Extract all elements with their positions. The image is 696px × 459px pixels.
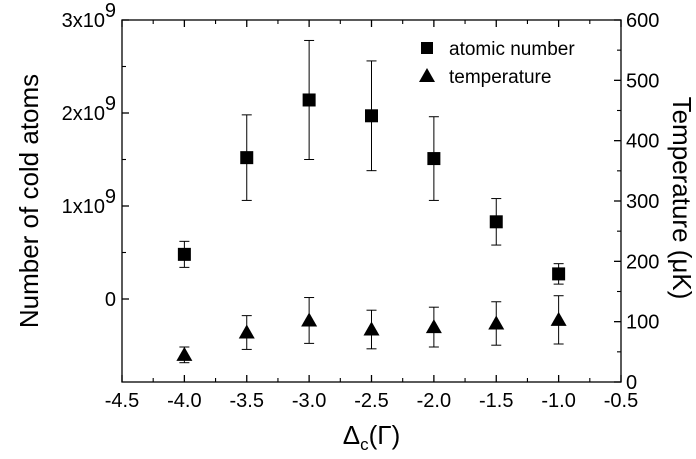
atomic-number-point	[240, 151, 254, 165]
right-tick-label: 0	[626, 372, 637, 394]
temperature-point	[176, 346, 193, 361]
x-tick-label: -4.0	[167, 390, 201, 412]
left-tick-exponent: 9	[105, 93, 116, 115]
left-axis-label: Number of cold atoms	[14, 74, 44, 328]
legend-square-marker	[421, 42, 433, 54]
atomic-number-point	[302, 93, 316, 107]
axis-labels: Δc(Γ) Number of cold atoms Temperature (μK…	[14, 74, 696, 454]
x-tick-label: -1.0	[541, 390, 575, 412]
x-tick-label: -3.0	[292, 390, 326, 412]
right-tick-label: 300	[626, 191, 659, 213]
x-tick-label: -3.5	[230, 390, 264, 412]
x-tick-label: -0.5	[604, 390, 638, 412]
temperature-point	[550, 311, 567, 326]
atomic-number-point	[552, 267, 566, 281]
left-tick-label: 1x10	[62, 196, 105, 218]
x-tick-label: -4.5	[105, 390, 139, 412]
atomic-number-point	[427, 152, 441, 166]
temperature-point	[363, 321, 380, 336]
ticks: -4.5 -4.0 -3.5 -3.0 -2.5 -2.0 -1.5 -1.0 -0.501x1…	[62, 0, 660, 412]
right-tick-label: 500	[626, 70, 659, 92]
legend-label-temperature: temperature	[449, 67, 551, 88]
data-series	[176, 39, 567, 364]
x-tick-label: -2.0	[417, 390, 451, 412]
temperature-point	[488, 315, 505, 330]
atomic-number-point	[177, 247, 191, 261]
left-tick-exponent: 9	[105, 0, 116, 22]
left-tick-label: 2x10	[62, 103, 105, 125]
atomic-number-point	[489, 215, 503, 229]
x-axis-label: Δc(Γ)	[343, 420, 401, 454]
x-tick-label: -2.5	[354, 390, 388, 412]
temperature-point	[425, 319, 442, 334]
legend: atomic number temperature	[419, 39, 575, 88]
right-tick-label: 400	[626, 131, 659, 153]
right-tick-label: 600	[626, 10, 659, 32]
atomic-number-point	[365, 109, 378, 123]
left-tick-label: 3x10	[62, 10, 105, 32]
right-tick-label: 100	[626, 312, 659, 334]
legend-triangle-marker	[419, 68, 435, 82]
left-tick-exponent: 9	[105, 186, 116, 208]
temperature-point	[301, 312, 318, 327]
right-tick-label: 200	[626, 251, 659, 273]
right-axis-label: Temperature (μK)	[667, 97, 696, 300]
temperature-point	[238, 324, 255, 339]
legend-label-atomic-number: atomic number	[449, 39, 575, 60]
left-tick-label: 0	[105, 289, 116, 311]
x-tick-label: -1.5	[479, 390, 513, 412]
